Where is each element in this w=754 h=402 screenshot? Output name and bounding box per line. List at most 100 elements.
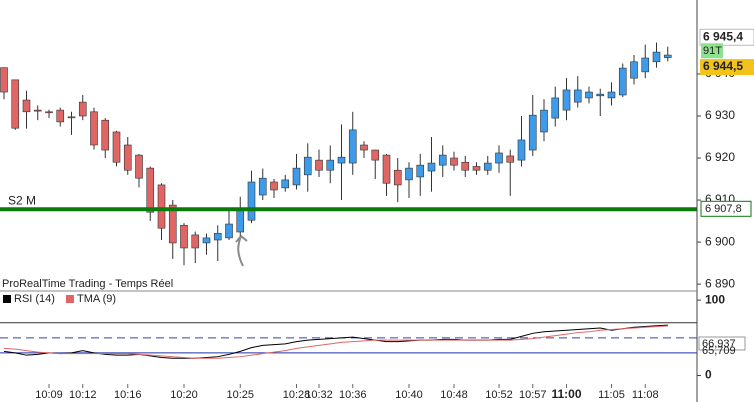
candle-body	[618, 67, 627, 96]
candle-body	[506, 155, 515, 163]
legend-label: RSI (14)	[14, 293, 55, 305]
candle-body	[270, 181, 278, 191]
candle-body	[225, 223, 233, 239]
x-tick-label: 10:40	[395, 389, 423, 401]
candle-body	[382, 154, 391, 184]
candle-body	[78, 101, 87, 117]
candle-body	[326, 159, 335, 171]
candle-body	[663, 54, 672, 58]
candle-body	[191, 234, 200, 249]
candle-body	[45, 111, 53, 114]
series-line	[3, 325, 668, 359]
candle-body	[517, 139, 526, 161]
candle-body	[596, 93, 605, 97]
candle-body	[540, 109, 548, 133]
candle-body	[450, 157, 458, 166]
candle-body	[11, 79, 20, 129]
y-tick-label: 6 890	[705, 276, 735, 290]
candle-body	[281, 179, 290, 189]
candle-body	[585, 91, 593, 99]
interval-box	[701, 43, 723, 59]
level-name: S2 M	[8, 193, 36, 207]
x-tick-label: 10:48	[440, 389, 468, 401]
legend-swatch	[65, 295, 74, 303]
x-tick-label: 10:52	[485, 389, 513, 401]
candle-body	[393, 169, 402, 186]
candle-body	[247, 181, 256, 221]
x-tick-label: 10:16	[114, 389, 142, 401]
x-tick-label: 10:32	[305, 389, 333, 401]
candle-body	[405, 167, 413, 181]
x-tick-label: 11:00	[551, 387, 581, 401]
level-tag-box	[700, 200, 752, 217]
candle-body	[360, 144, 368, 151]
candle-body	[157, 184, 166, 229]
candle-body	[551, 97, 560, 119]
candle-body	[135, 154, 143, 179]
candle-body	[427, 162, 436, 172]
y-tick-label: 100	[705, 292, 725, 306]
x-tick-label: 10:20	[170, 389, 198, 401]
price-tag: 6 945,4	[703, 29, 743, 43]
candle-body	[123, 144, 132, 171]
series-line	[3, 324, 668, 359]
candle-body	[180, 224, 188, 249]
candle-body	[236, 209, 245, 233]
candle-body	[337, 156, 346, 164]
y-tick-label: 0	[705, 368, 712, 382]
candle-body	[56, 109, 65, 123]
x-tick-label: 11:08	[632, 389, 659, 401]
price-tag-box	[700, 59, 754, 76]
candle-body	[495, 152, 503, 164]
chart-title: ProRealTime Trading - Temps Réel	[2, 278, 173, 290]
candle-body	[416, 164, 425, 178]
candle-body	[112, 131, 121, 163]
candle-body	[472, 166, 481, 171]
candle-body	[483, 162, 492, 171]
candle-body	[146, 167, 155, 213]
candle-body	[258, 177, 267, 196]
y-tick-label: 6 930	[705, 108, 735, 122]
candle-body	[607, 91, 616, 99]
x-tick-label: 11:05	[598, 389, 625, 401]
candle-body	[0, 67, 8, 93]
candle-body	[33, 109, 42, 112]
candle-body	[528, 114, 537, 151]
candle-body	[641, 57, 650, 73]
price-tag-box	[699, 28, 754, 46]
candle-body	[630, 61, 638, 79]
x-tick-label: 10:25	[226, 389, 254, 401]
y-tick-label: 6 920	[705, 150, 735, 164]
candle-body	[303, 156, 312, 176]
candle-body	[202, 237, 211, 244]
candle-body	[461, 161, 470, 171]
candle-body	[348, 129, 357, 164]
candle-body	[101, 119, 110, 151]
last-value: 66,937	[702, 338, 736, 350]
last-value-box	[698, 336, 746, 351]
candle-body	[371, 149, 380, 161]
legend-label: TMA (9)	[77, 293, 116, 305]
candle-body	[67, 116, 76, 119]
interval-label: 91T	[703, 45, 722, 57]
price-tag: 6 944,5	[703, 59, 743, 73]
candle-body	[213, 232, 222, 241]
candle-body	[168, 204, 177, 244]
candle-body	[315, 159, 323, 171]
candle-body	[652, 51, 661, 63]
x-tick-label: 10:09	[35, 389, 63, 401]
last-value: 65,709	[702, 345, 736, 357]
x-tick-label: 10:57	[519, 389, 547, 401]
y-tick-label: 6 900	[705, 234, 735, 248]
candle-body	[562, 89, 571, 111]
level-tag: 6 907,8	[705, 203, 742, 215]
legend-swatch	[3, 295, 11, 303]
candle-body	[438, 154, 447, 166]
x-tick-label: 10:12	[69, 389, 97, 401]
candle-body	[90, 111, 98, 146]
candle-body	[292, 167, 301, 186]
candle-body	[22, 99, 31, 113]
candle-body	[573, 89, 582, 103]
